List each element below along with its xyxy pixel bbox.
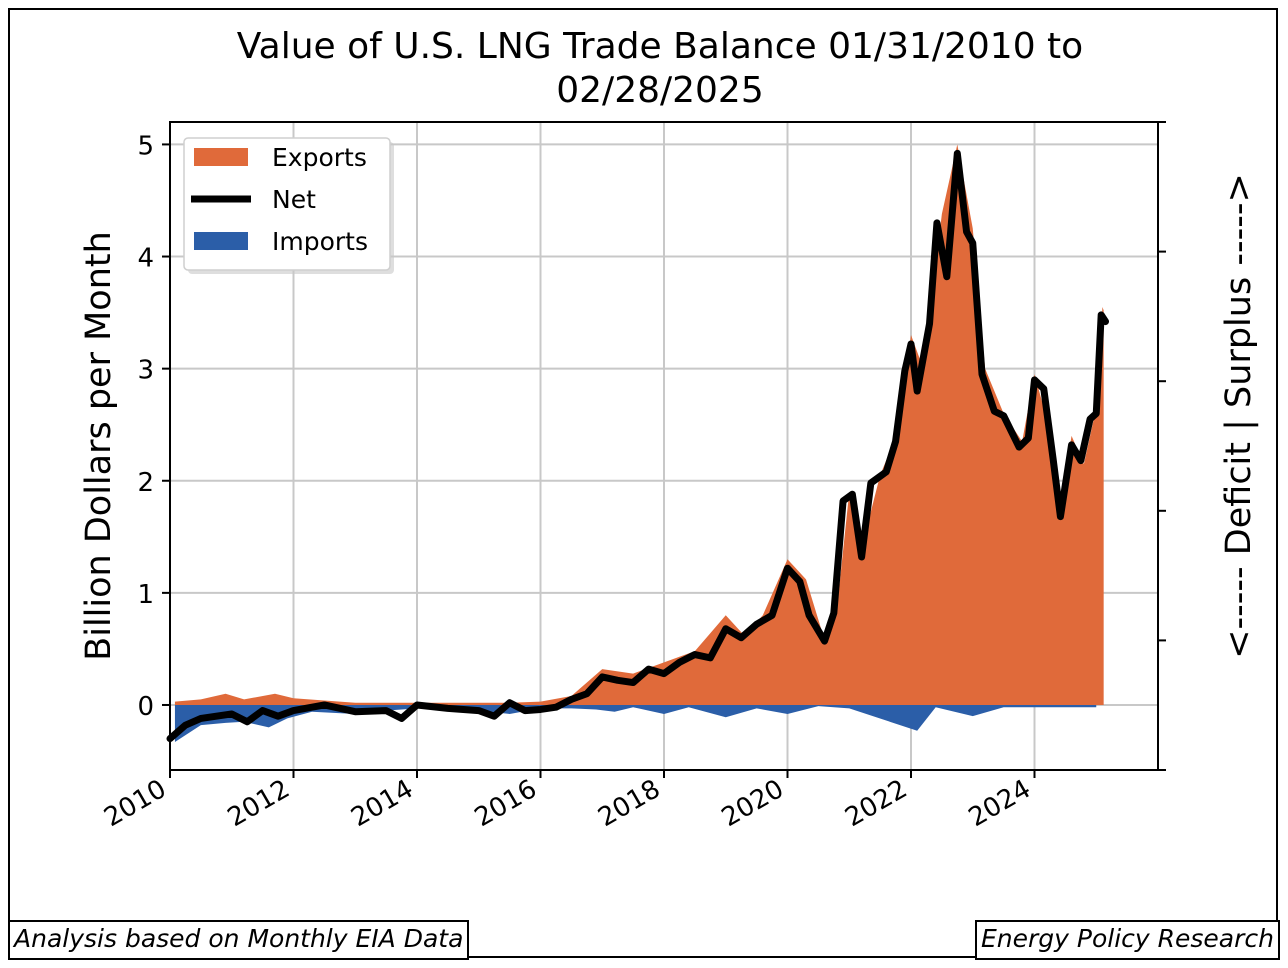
x-tick-label: 2024 bbox=[964, 774, 1036, 833]
footer-credit: Energy Policy Research bbox=[974, 920, 1280, 960]
y-tick-label: 3 bbox=[137, 356, 154, 386]
legend-label-exports: Exports bbox=[272, 143, 367, 172]
x-tick-label: 2018 bbox=[593, 774, 665, 833]
y-tick-label: 2 bbox=[137, 468, 154, 498]
x-tick-label: 2010 bbox=[99, 774, 171, 833]
plot-area bbox=[166, 144, 1110, 743]
y-axis-label: Billion Dollars per Month bbox=[79, 231, 119, 661]
x-tick-label: 2014 bbox=[346, 774, 418, 833]
deficit-surplus-label: <----- Deficit | Surplus -----> bbox=[1219, 173, 1259, 659]
x-tick-label: 2020 bbox=[717, 774, 789, 833]
y-tick-label: 0 bbox=[137, 692, 154, 722]
chart-title: Value of U.S. LNG Trade Balance 01/31/20… bbox=[237, 26, 1083, 111]
legend-label-net: Net bbox=[272, 185, 316, 214]
exports-area bbox=[174, 144, 1104, 705]
legend-swatch-exports bbox=[194, 148, 248, 166]
footer-source-note: Analysis based on Monthly EIA Data bbox=[8, 920, 470, 960]
y-tick-label: 1 bbox=[137, 580, 154, 610]
legend: Exports Net Imports bbox=[183, 137, 394, 274]
y-tick-label: 4 bbox=[137, 244, 154, 274]
x-tick-label: 2016 bbox=[470, 774, 542, 833]
legend-label-imports: Imports bbox=[272, 227, 368, 256]
chart-title-line-2: 02/28/2025 bbox=[556, 70, 764, 111]
x-tick-label: 2012 bbox=[223, 774, 295, 833]
y-tick-label: 5 bbox=[137, 131, 154, 161]
x-tick-label: 2022 bbox=[840, 774, 912, 833]
legend-swatch-imports bbox=[194, 232, 248, 250]
chart-title-line-1: Value of U.S. LNG Trade Balance 01/31/20… bbox=[237, 26, 1083, 67]
net-line bbox=[166, 149, 1110, 743]
